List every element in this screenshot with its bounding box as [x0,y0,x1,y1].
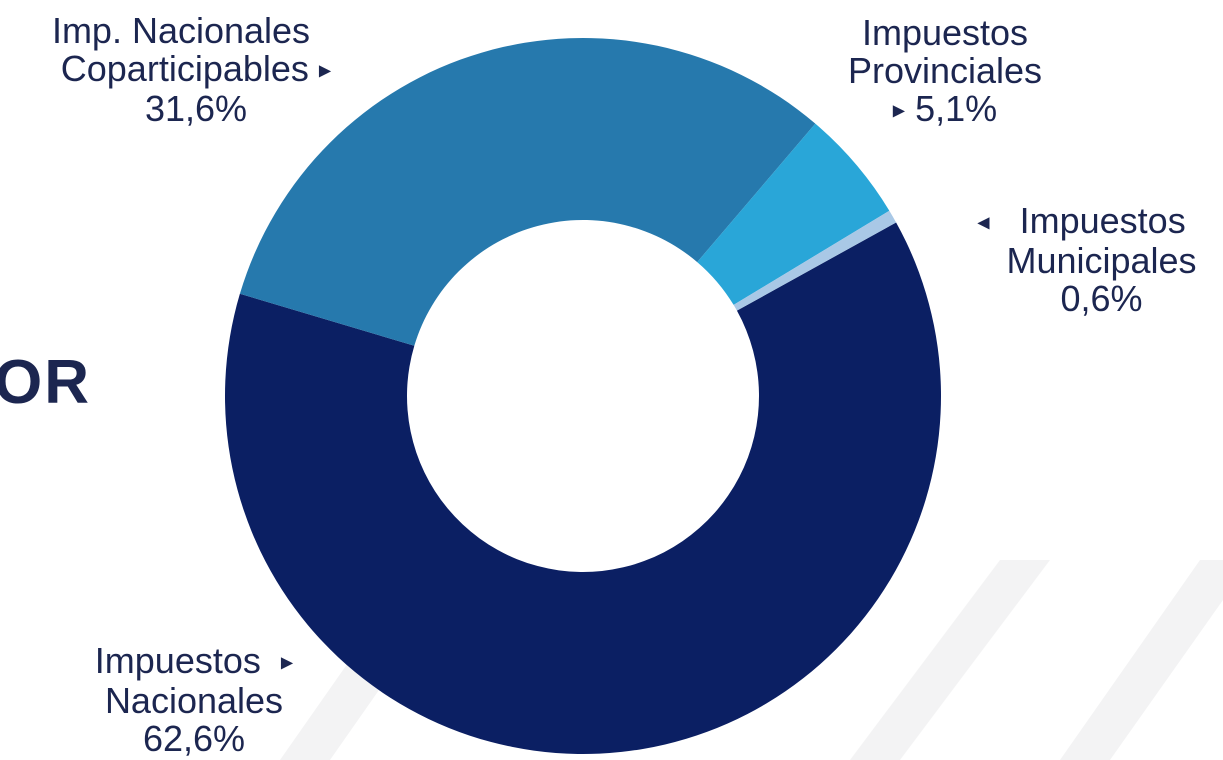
label-coparticipables: Imp. Nacionales Coparticipables ▶ 31,6% [0,12,392,128]
arrow-up-right-icon: ▶ [892,102,906,120]
label-municipales-pct: 0,6% [1060,278,1143,320]
label-nacionales-line2: Nacionales [104,680,284,722]
arrow-right-icon: ▶ [280,654,294,672]
arrow-left-icon: ◀ [977,214,990,232]
label-coparticipables-line2: Coparticipables [60,48,309,89]
slice-provinciales [697,123,890,305]
partial-title: OR [0,352,91,476]
label-nacionales: Impuestos ▶ Nacionales 62,6% [44,642,344,758]
label-municipales-line1: Impuestos [1019,200,1186,241]
label-coparticipables-line1: Imp. Nacionales [51,10,311,51]
label-provinciales-line1: Impuestos [861,12,1029,53]
label-coparticipables-pct: 31,6% [144,88,248,130]
slice-coparticipables [239,38,816,346]
label-provinciales: Impuestos Provinciales ▶ 5,1% [820,14,1070,130]
arrow-right-icon: ▶ [318,62,332,80]
label-municipales-line2: Municipales [1006,240,1197,282]
label-provinciales-pct: 5,1% [915,88,998,129]
slice-municipales [733,210,897,311]
label-provinciales-line2: Provinciales [847,50,1043,91]
label-nacionales-pct: 62,6% [142,718,246,760]
slice-impuestos-nacionales [224,222,941,755]
label-nacionales-line1: Impuestos [94,640,261,681]
partial-title-line-1: OR [0,348,91,417]
label-municipales: ◀ Impuestos Municipales 0,6% [940,202,1223,318]
